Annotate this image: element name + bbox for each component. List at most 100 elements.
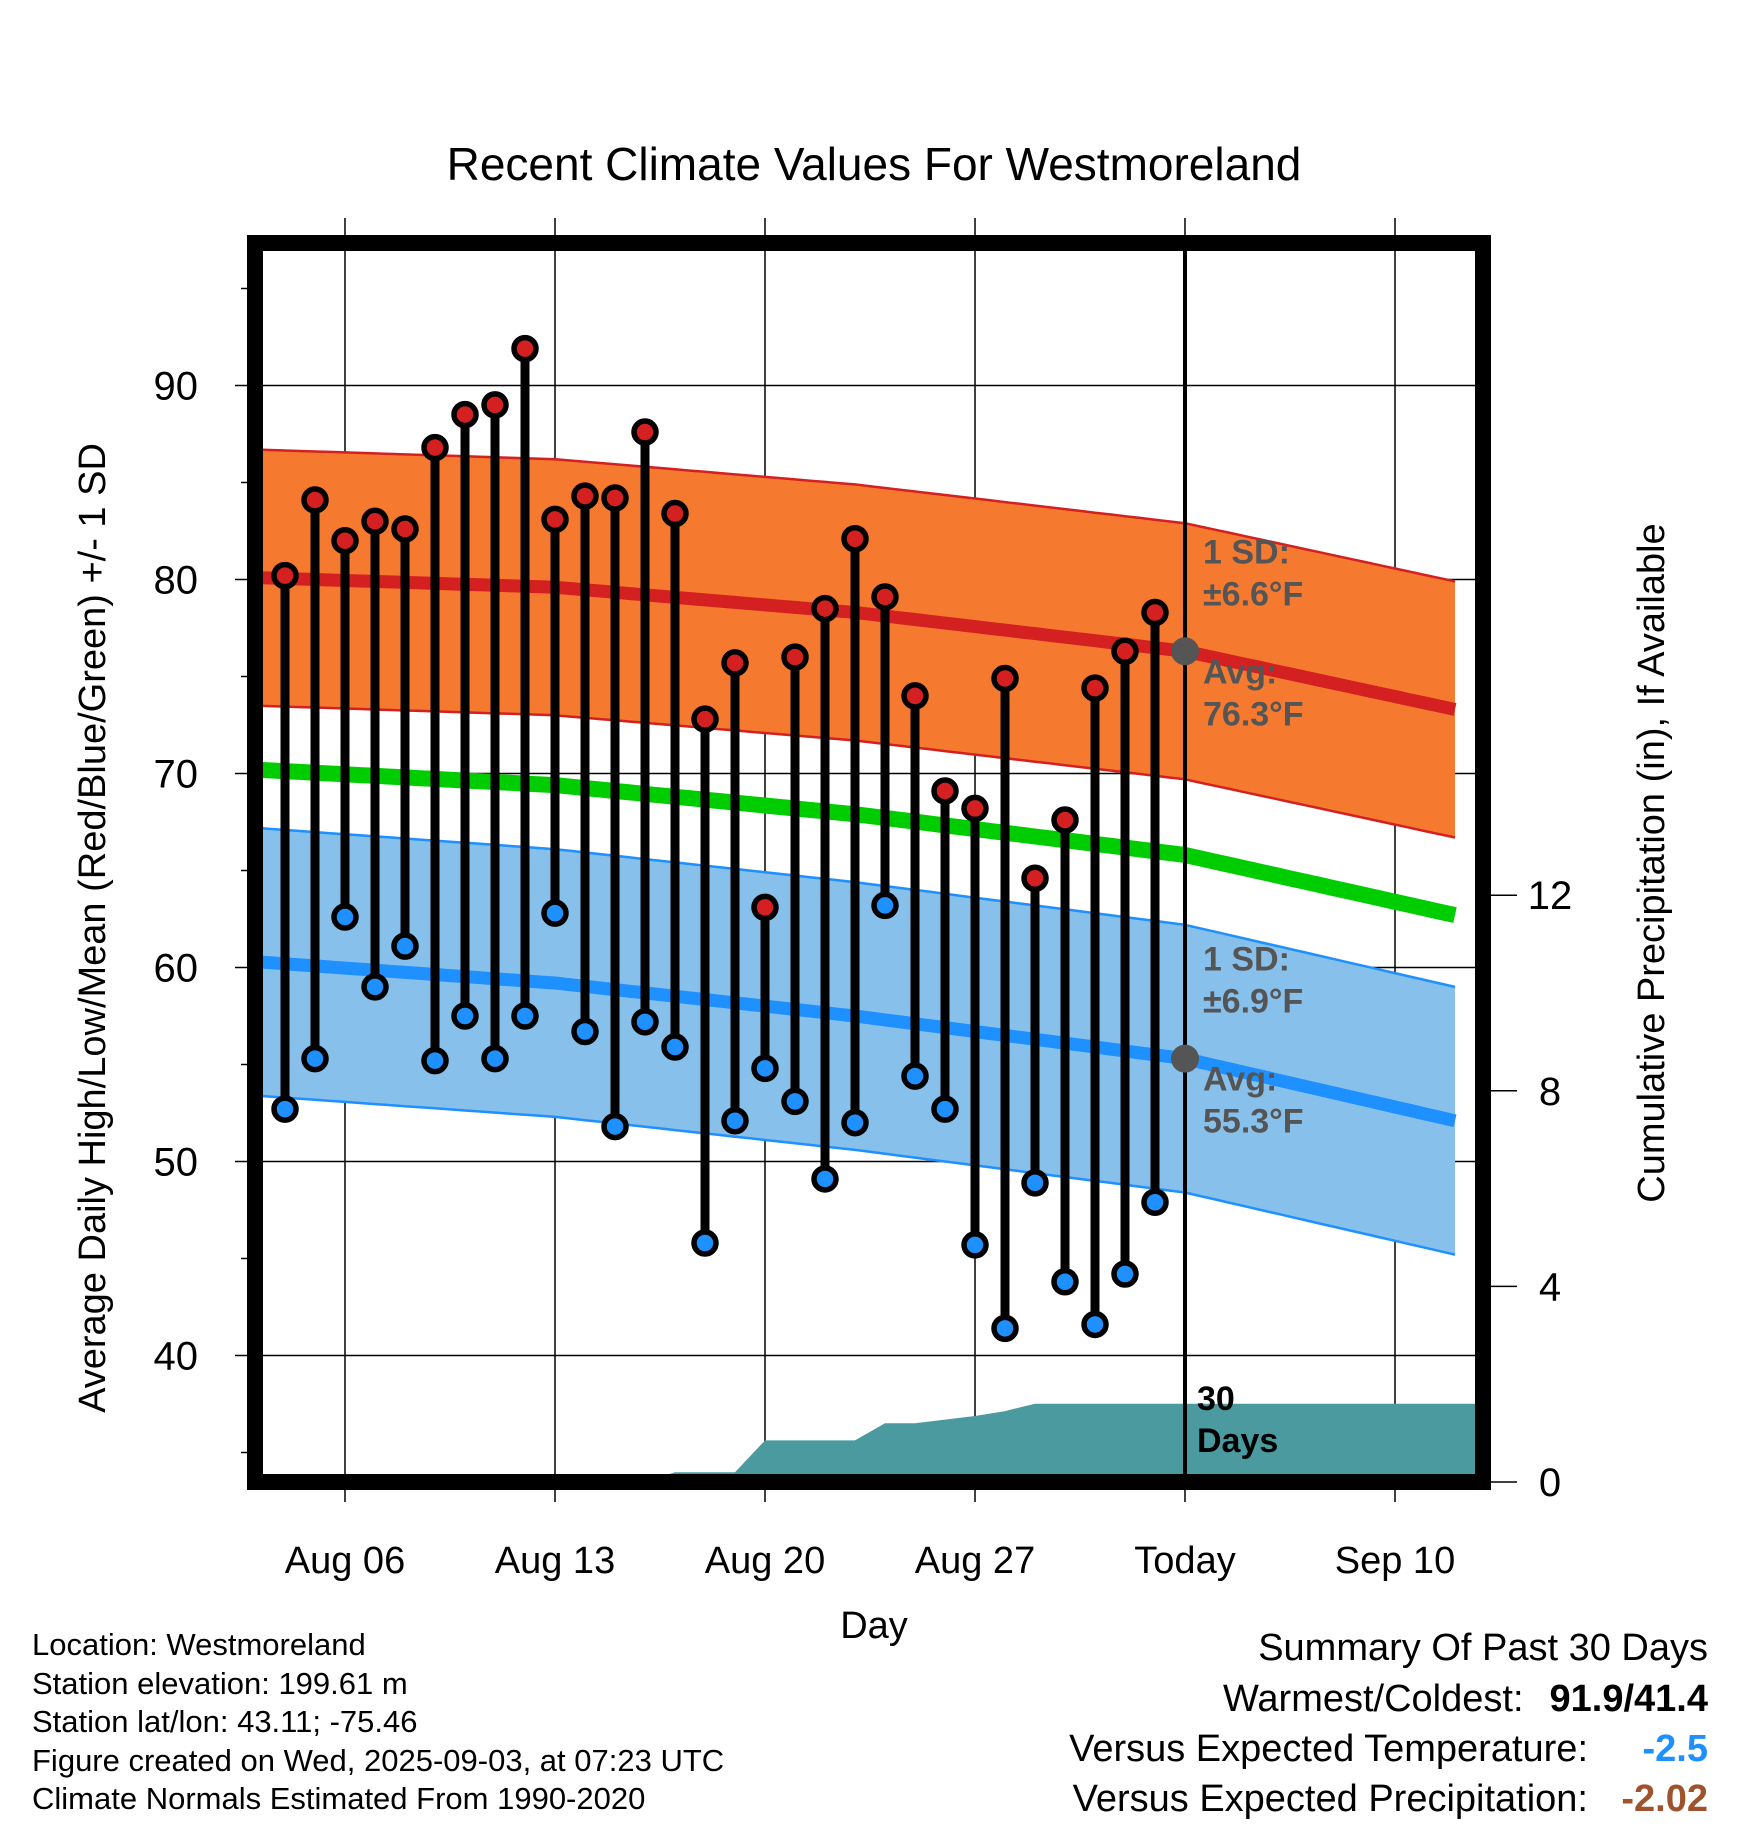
day-observation — [541, 505, 569, 927]
high-temp-point — [511, 334, 539, 363]
temp-label: Versus Expected Temperature: — [1069, 1728, 1588, 1770]
day-observation — [631, 418, 659, 1036]
high-temp-point — [931, 777, 959, 805]
day-observation — [451, 400, 479, 1030]
summary-warm-cold: Warmest/Coldest: 91.9/41.4 — [808, 1674, 1708, 1724]
day-observation — [1051, 806, 1079, 1296]
warm-cold-label: Warmest/Coldest: — [1222, 1678, 1524, 1720]
day-observation — [481, 391, 509, 1073]
low-temp-point — [331, 903, 359, 931]
x-tick-label: Aug 06 — [285, 1540, 405, 1582]
day-observation — [361, 507, 389, 1001]
day-observation — [781, 643, 809, 1116]
summary-title: Summary Of Past 30 Days — [1258, 1627, 1708, 1669]
summary-panel: Summary Of Past 30 Days Warmest/Coldest:… — [808, 1622, 1708, 1824]
low-temp-point — [871, 891, 899, 920]
high-temp-point — [661, 499, 689, 528]
day-observation — [421, 433, 449, 1075]
precip-cumulative-area — [255, 1403, 1483, 1482]
day-observation — [1111, 637, 1139, 1288]
low-temp-point — [721, 1107, 749, 1135]
high-sd-upper-line — [255, 448, 1456, 583]
day-observation — [961, 794, 989, 1259]
x-tick-label: Aug 27 — [915, 1540, 1035, 1582]
low-temp-point — [1081, 1310, 1109, 1339]
x-axis-label: Day — [840, 1605, 908, 1647]
low-temp-point — [751, 1054, 779, 1083]
station-elevation: Station elevation: 199.61 m — [32, 1665, 408, 1701]
low-temp-point — [1141, 1188, 1169, 1216]
day-observation — [691, 705, 719, 1257]
high-temp-point — [1141, 598, 1169, 627]
precip-value: -2.02 — [1621, 1778, 1708, 1820]
today-low-normal-marker — [1171, 1044, 1199, 1073]
high-temp-point — [1021, 864, 1049, 893]
low-temp-point — [1021, 1169, 1049, 1197]
day-observation — [391, 515, 419, 960]
x-tick-label: Sep 10 — [1335, 1540, 1455, 1582]
y2-tick-label: 8 — [1539, 1070, 1561, 1114]
figure-created: Figure created on Wed, 2025-09-03, at 07… — [32, 1742, 725, 1778]
low-temp-point — [811, 1165, 839, 1193]
high-temp-point — [691, 705, 719, 733]
precip-label: Versus Expected Precipitation: — [1072, 1778, 1588, 1820]
high-sd-annotation: 1 SD: ±6.6°F — [1203, 533, 1303, 613]
low-temp-point — [451, 1002, 479, 1030]
low-avg-annotation: Avg: 55.3°F — [1203, 1061, 1304, 1141]
warm-cold-value: 91.9/41.4 — [1549, 1678, 1708, 1720]
day-observation — [751, 893, 779, 1083]
normals-period: Climate Normals Estimated From 1990-2020 — [32, 1781, 646, 1816]
low-temp-point — [511, 1002, 539, 1030]
y-tick-label: 80 — [154, 559, 199, 603]
low-temp-point — [901, 1062, 929, 1090]
y-tick-label: 50 — [154, 1141, 199, 1185]
day-observation — [931, 777, 959, 1123]
day-observation — [811, 594, 839, 1193]
high-temp-point — [901, 682, 929, 710]
x-tick-label: Aug 13 — [495, 1540, 615, 1582]
low-temp-point — [841, 1108, 869, 1137]
high-temp-point — [1111, 637, 1139, 666]
low-temp-point — [391, 932, 419, 960]
summary-temp: Versus Expected Temperature: -2.5 — [808, 1724, 1708, 1774]
high-temp-point — [301, 486, 329, 514]
station-info: Location: Westmoreland Station elevation… — [32, 1626, 932, 1819]
high-temp-point — [1051, 806, 1079, 834]
daily-observations — [271, 334, 1169, 1343]
day-observation — [721, 649, 749, 1135]
y-axis-label: Average Daily High/Low/Mean (Red/Blue/Gr… — [72, 443, 114, 1413]
high-temp-point — [841, 525, 869, 553]
low-temp-point — [691, 1229, 719, 1257]
day-observation — [841, 525, 869, 1137]
y-tick-label: 70 — [154, 753, 199, 797]
high-temp-point — [871, 583, 899, 611]
low-temp-point — [631, 1008, 659, 1036]
low-temp-point — [421, 1046, 449, 1075]
y2-tick-label: 0 — [1539, 1461, 1561, 1505]
day-observation — [271, 561, 299, 1123]
today-high-normal-marker — [1171, 637, 1199, 666]
annotations: 1 SD: ±6.6°F Avg: 76.3°F 1 SD: ±6.9°F Avg: 55.3… — [1197, 533, 1304, 1460]
low-temp-point — [1111, 1260, 1139, 1288]
high-temp-point — [1081, 674, 1109, 702]
day-observation — [331, 526, 359, 931]
high-temp-point — [571, 482, 599, 510]
y-tick-label: 90 — [154, 365, 199, 409]
day-observation — [871, 583, 899, 920]
high-temp-point — [331, 526, 359, 555]
high-temp-point — [991, 664, 1019, 693]
x-tick-label: Today — [1134, 1540, 1235, 1582]
day-observation — [571, 482, 599, 1046]
station-latlon: Station lat/lon: 43.11; -75.46 — [32, 1704, 418, 1739]
low-temp-point — [1051, 1268, 1079, 1296]
low-temp-point — [961, 1231, 989, 1259]
low-temp-point — [361, 973, 389, 1001]
temp-value: -2.5 — [1642, 1728, 1708, 1770]
low-temp-point — [931, 1095, 959, 1123]
low-sd-lower-line — [255, 1094, 1456, 1256]
precipitation-area — [255, 1403, 1483, 1482]
high-temp-point — [481, 391, 509, 419]
high-temp-point — [811, 594, 839, 623]
high-temp-point — [271, 561, 299, 590]
